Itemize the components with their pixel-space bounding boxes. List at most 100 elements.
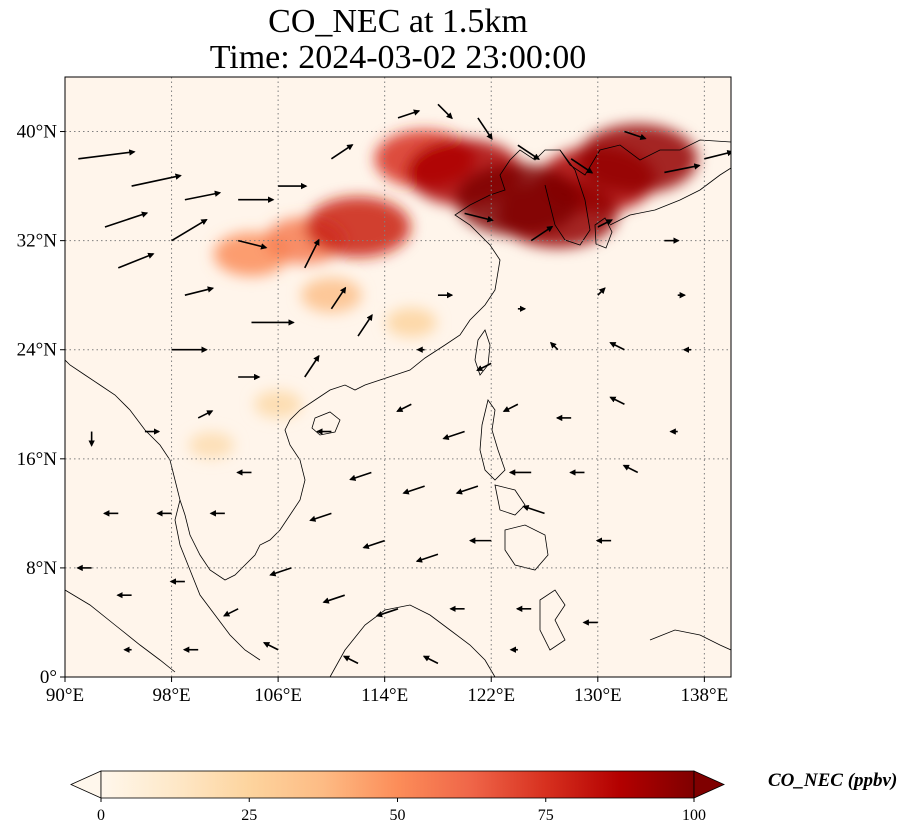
wind-arrow-51	[522, 504, 545, 515]
map-title-line-1: CO_NEC at 1.5km	[268, 3, 528, 40]
coastline-sumatra	[65, 589, 176, 673]
colorbar-tick-label-1: 25	[241, 807, 257, 824]
wind-arrow-66	[342, 655, 359, 665]
coastline-kyushu	[594, 217, 613, 249]
co-plume-3	[301, 277, 362, 313]
wind-arrow-35	[442, 430, 465, 440]
wind-arrow-0	[78, 149, 136, 160]
co-plume-1	[254, 390, 302, 419]
wind-arrow-38	[609, 396, 625, 405]
x-tick-label-4: 122°E	[467, 685, 515, 706]
wind-arrow-77	[609, 342, 625, 351]
wind-arrow-46	[622, 464, 639, 474]
x-tick-label-2: 106°E	[254, 685, 302, 706]
x-axis-ticks: 90°E 98°E 106°E 114°E 122°E 130°E 138°E	[46, 677, 728, 706]
wind-arrow-41	[349, 471, 372, 481]
colorbar-label: CO_NEC (ppbv)	[768, 770, 898, 791]
wind-arrow-65	[262, 642, 279, 651]
wind-arrow-25	[704, 149, 731, 160]
colorbar-max-extension	[693, 770, 725, 799]
wind-arrow-48	[362, 539, 385, 550]
wind-arrow-20	[477, 117, 493, 140]
wind-arrow-47	[309, 512, 332, 522]
co-plume-12	[455, 163, 581, 236]
x-tick-label-6: 138°E	[681, 685, 729, 706]
wind-arrow-79	[476, 362, 492, 372]
x-tick-label-5: 130°E	[574, 685, 622, 706]
coastline-visayas	[494, 484, 526, 516]
x-tick-label-0: 90°E	[46, 685, 84, 706]
wind-arrow-42	[402, 485, 425, 495]
x-tick-label-1: 98°E	[152, 685, 190, 706]
wind-arrow-59	[223, 608, 239, 617]
colorbar-tick-label-4: 100	[682, 807, 706, 824]
x-tick-label-3: 114°E	[361, 685, 408, 706]
wind-arrow-12	[304, 238, 320, 269]
wind-arrow-34	[396, 403, 412, 412]
y-tick-label-0: 0°	[40, 667, 57, 688]
y-tick-label-4: 32°N	[17, 231, 58, 252]
wind-arrow-6	[237, 239, 268, 250]
islands	[311, 167, 731, 651]
wind-arrow-23	[624, 130, 647, 140]
co-plume-2	[385, 307, 437, 338]
wind-arrow-49	[415, 553, 439, 563]
wind-arrow-53	[269, 567, 292, 577]
coastline-mindanao	[504, 524, 549, 571]
coastline-sulawesi	[539, 589, 566, 651]
wind-arrow-7	[117, 252, 155, 269]
wind-arrow-26	[464, 212, 494, 223]
wind-arrow-43	[455, 485, 479, 495]
coastline-new-guinea	[649, 629, 731, 651]
wind-arrow-17	[330, 144, 354, 160]
wind-arrow-28	[597, 219, 613, 228]
colorbar-ticks: 0 25 50 75 100	[97, 798, 706, 824]
map-title-line-2: Time: 2024-03-02 23:00:00	[209, 39, 587, 76]
wind-arrow-2	[184, 190, 222, 201]
wind-arrow-8	[184, 286, 215, 296]
coastline-mainland	[65, 139, 731, 581]
coastlines	[65, 139, 731, 677]
coastline-korea	[544, 149, 591, 246]
wind-arrow-14	[357, 314, 373, 337]
wind-arrow-54	[322, 594, 345, 604]
y-tick-label-1: 8°N	[26, 558, 57, 579]
colorbar: 0 25 50 75 100	[70, 770, 725, 824]
wind-arrow-1	[131, 173, 182, 187]
colorbar-tick-label-3: 75	[538, 807, 554, 824]
y-axis-ticks: 0° 8°N 16°N 24°N 32°N 40°N	[17, 122, 65, 688]
coastline-malay-peninsula	[174, 499, 261, 661]
wind-arrow-78	[549, 341, 559, 351]
colorbar-ramp	[100, 770, 695, 799]
colorbar-min-extension	[70, 770, 102, 799]
coastline-luzon	[479, 399, 506, 481]
colorbar-tick-label-2: 50	[390, 807, 406, 824]
wind-arrow-13	[330, 286, 347, 310]
wind-arrow-55	[375, 608, 399, 618]
coastline-hainan	[311, 411, 341, 436]
wind-arrow-22	[570, 158, 594, 174]
wind-arrow-18	[397, 109, 421, 119]
wind-arrow-32	[597, 287, 606, 296]
wind-arrow-15	[304, 354, 320, 378]
wind-arrow-36	[502, 403, 519, 412]
colorbar-tick-label-0: 0	[97, 807, 105, 824]
wind-vectors	[76, 103, 731, 665]
wind-arrow-67	[422, 655, 439, 665]
map-frame	[64, 76, 732, 678]
coastline-honshu	[609, 167, 731, 226]
co-plume-0	[188, 431, 235, 459]
wind-arrow-24	[664, 163, 701, 174]
y-tick-label-5: 40°N	[17, 122, 58, 143]
wind-arrow-5	[171, 218, 208, 242]
co-plume-7	[305, 196, 411, 258]
wind-arrow-4	[104, 211, 149, 228]
wind-arrow-21	[517, 144, 540, 160]
wind-arrow-27	[530, 225, 554, 242]
y-tick-label-2: 16°N	[17, 449, 58, 470]
y-tick-label-3: 24°N	[17, 340, 58, 361]
wind-arrow-19	[437, 103, 453, 120]
wind-arrow-74	[197, 410, 214, 419]
coastline-borneo	[329, 604, 496, 677]
